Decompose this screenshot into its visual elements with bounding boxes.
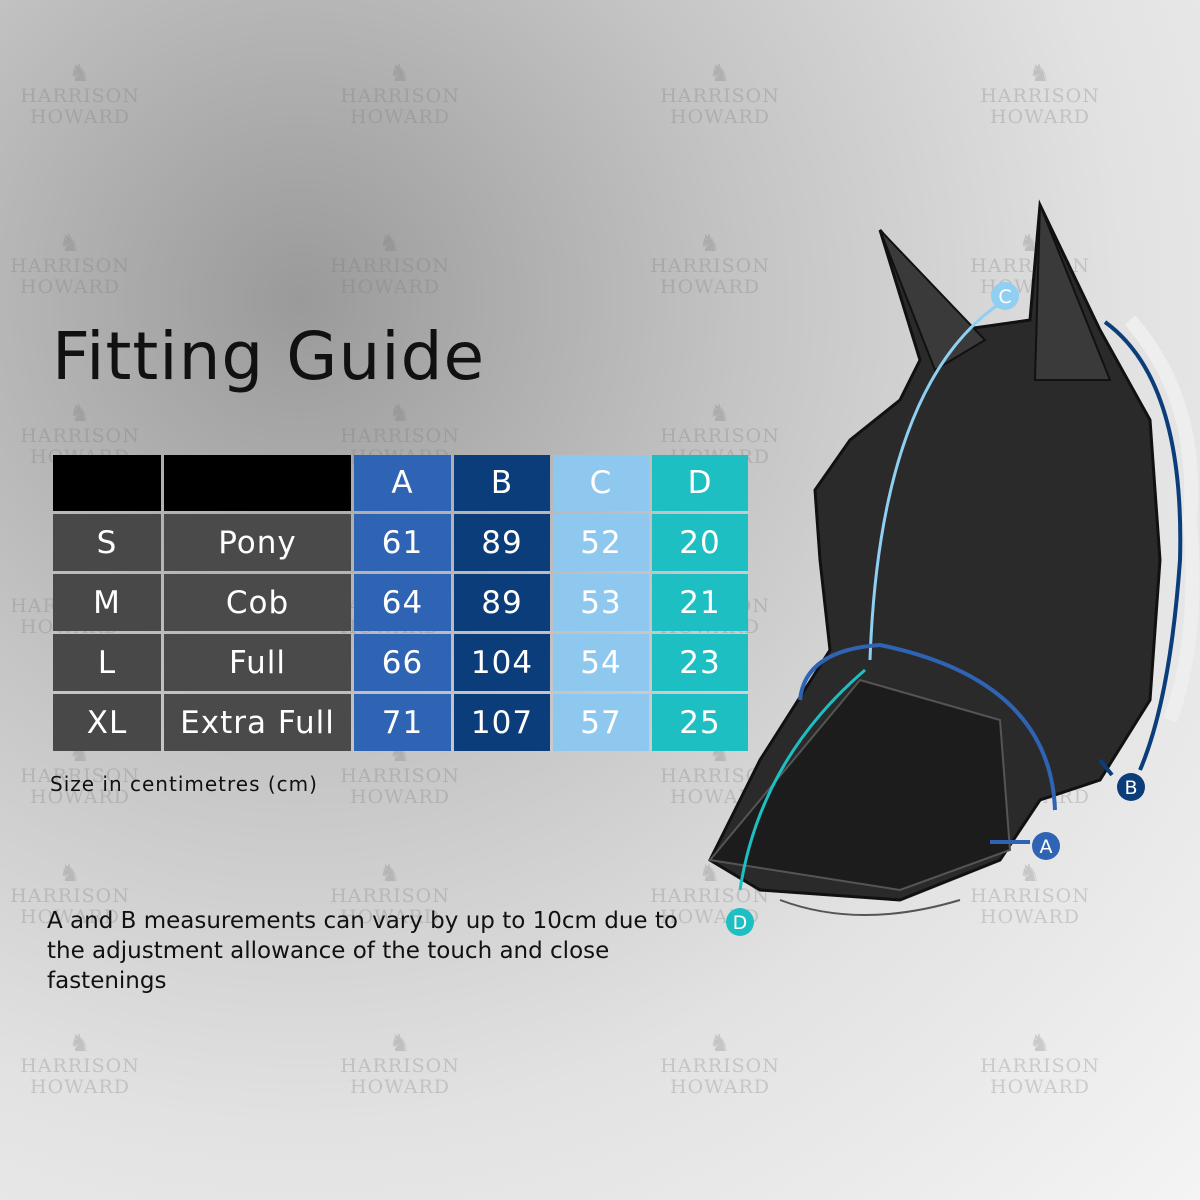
measure-a-line [798, 642, 1057, 811]
header-cell-a: A [354, 455, 451, 511]
label-c: C [991, 282, 1019, 310]
svg-text:C: C [998, 286, 1011, 308]
page-title: Fitting Guide [52, 318, 486, 395]
a-cell: 64 [354, 574, 451, 631]
label-b: B [1117, 773, 1145, 801]
nose-guard [708, 678, 1012, 892]
svg-text:A: A [1040, 836, 1053, 858]
svg-text:D: D [733, 912, 748, 934]
measure-b-line [1103, 320, 1183, 771]
b-cell: 89 [454, 574, 550, 631]
label-a: A [1032, 832, 1060, 860]
d-cell: 23 [652, 634, 748, 691]
name-cell: Cob [164, 574, 351, 631]
measure-c-line [868, 298, 1006, 661]
b-cell: 104 [454, 634, 550, 691]
ear-right-icon [1033, 204, 1112, 381]
table-row: L Full 66 104 54 23 [53, 634, 748, 691]
header-cell [53, 455, 161, 511]
c-cell: 57 [553, 694, 649, 751]
size-cell: XL [53, 694, 161, 751]
size-table: A B C D S Pony 61 89 52 20 M Cob 64 89 5… [50, 452, 751, 754]
horse-mask-diagram: C B A D [708, 199, 1200, 936]
table-row: S Pony 61 89 52 20 [53, 514, 748, 571]
header-cell [164, 455, 351, 511]
b-cell: 107 [454, 694, 550, 751]
mane [1124, 315, 1200, 723]
a-cell: 66 [354, 634, 451, 691]
label-d: D [726, 908, 754, 936]
c-cell: 54 [553, 634, 649, 691]
table-header-row: A B C D [53, 455, 748, 511]
header-cell-b: B [454, 455, 550, 511]
d-cell: 21 [652, 574, 748, 631]
table-row: XL Extra Full 71 107 57 25 [53, 694, 748, 751]
footnote: A and B measurements can vary by up to 1… [47, 908, 678, 994]
d-cell: 25 [652, 694, 748, 751]
svg-text:B: B [1124, 777, 1137, 799]
name-cell: Pony [164, 514, 351, 571]
size-cell: S [53, 514, 161, 571]
measure-d-line [738, 668, 866, 891]
ear-left-icon [879, 229, 987, 372]
unit-note: Size in centimetres (cm) [50, 772, 318, 796]
name-cell: Extra Full [164, 694, 351, 751]
a-cell: 61 [354, 514, 451, 571]
c-cell: 52 [553, 514, 649, 571]
a-cell: 71 [354, 694, 451, 751]
name-cell: Full [164, 634, 351, 691]
header-cell-c: C [553, 455, 649, 511]
b-cell: 89 [454, 514, 550, 571]
size-cell: L [53, 634, 161, 691]
size-cell: M [53, 574, 161, 631]
d-cell: 20 [652, 514, 748, 571]
table-row: M Cob 64 89 53 21 [53, 574, 748, 631]
c-cell: 53 [553, 574, 649, 631]
header-cell-d: D [652, 455, 748, 511]
